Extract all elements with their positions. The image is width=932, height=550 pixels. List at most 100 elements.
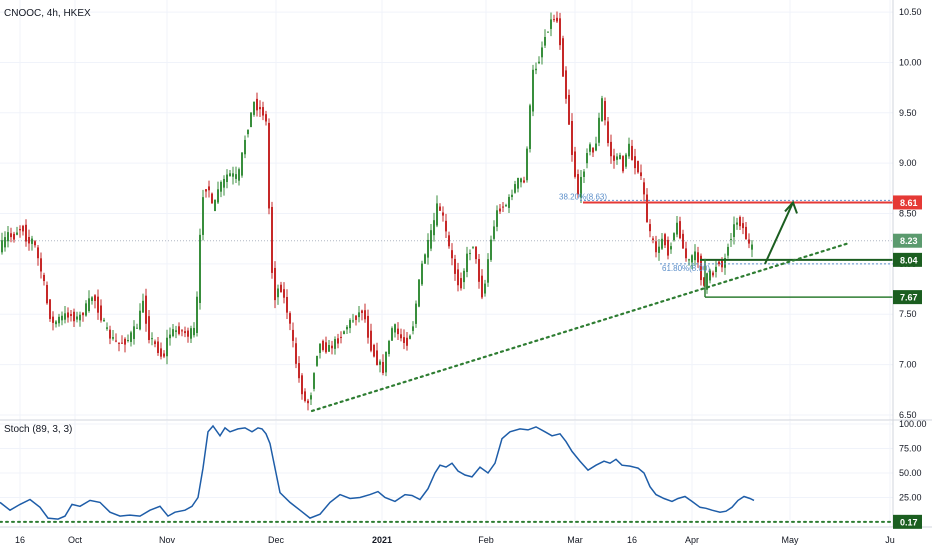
candle-body	[616, 156, 618, 160]
candle-body	[307, 400, 309, 404]
candle-body	[679, 221, 681, 239]
candle-body	[94, 295, 96, 301]
candle-body	[43, 274, 45, 282]
candle-body	[151, 338, 153, 340]
candle-body	[421, 263, 423, 285]
candle-body	[142, 300, 144, 313]
candle-body	[298, 363, 300, 379]
candle-body	[130, 332, 132, 342]
projection-arrow	[764, 202, 794, 265]
candle-body	[523, 180, 525, 183]
candle-body	[610, 141, 612, 157]
candle-body	[496, 210, 498, 227]
price-tick-label: 10.00	[899, 57, 922, 67]
price-level-badge	[893, 252, 922, 267]
candle-body	[232, 173, 234, 177]
candle-body	[409, 335, 411, 339]
candle-body	[76, 316, 78, 320]
candle-body	[202, 197, 204, 235]
price-tick-label: 7.50	[899, 309, 917, 319]
candle-body	[163, 353, 165, 357]
candle-body	[49, 299, 51, 319]
stoch-indicator-label[interactable]: Stoch (89, 3, 3)	[4, 424, 73, 435]
candle-body	[499, 208, 501, 212]
candle-body	[727, 246, 729, 256]
candle-body	[364, 310, 366, 320]
candle-body	[598, 117, 600, 143]
candle-body	[532, 69, 534, 112]
candle-body	[376, 350, 378, 366]
candle-body	[715, 266, 717, 272]
price-tick-label: 7.00	[899, 360, 917, 370]
candle-body	[433, 220, 435, 236]
candle-body	[613, 155, 615, 161]
candle-body	[58, 316, 60, 324]
candle-body	[262, 107, 264, 116]
candle-body	[214, 199, 216, 212]
candle-body	[127, 340, 129, 342]
price-level-label: 7.67	[900, 293, 918, 303]
price-tick-label: 9.50	[899, 108, 917, 118]
candle-body	[124, 338, 126, 345]
candle-body	[340, 336, 342, 338]
candle-body	[175, 330, 177, 332]
candle-body	[40, 258, 42, 272]
candle-body	[13, 233, 15, 240]
candle-body	[157, 341, 159, 354]
candle-body	[190, 328, 192, 339]
candle-body	[199, 234, 201, 303]
candle-body	[517, 178, 519, 189]
time-tick-label: Feb	[478, 535, 494, 545]
candle-body	[337, 338, 339, 344]
price-tick-label: 9.00	[899, 158, 917, 168]
candle-body	[238, 169, 240, 181]
candle-body	[313, 373, 315, 389]
candle-body	[664, 234, 666, 246]
candle-body	[169, 334, 171, 339]
candle-body	[658, 246, 660, 253]
stoch-tick-label: 75.00	[899, 444, 922, 454]
price-level-badge	[893, 290, 922, 305]
candle-body	[328, 345, 330, 352]
candle-body	[601, 98, 603, 122]
candle-body	[10, 233, 12, 238]
candle-body	[145, 295, 147, 324]
candle-body	[367, 315, 369, 338]
candle-body	[739, 216, 741, 227]
candle-body	[706, 273, 708, 290]
candle-body	[559, 18, 561, 46]
candle-body	[4, 237, 6, 248]
candle-body	[70, 314, 72, 316]
candle-body	[16, 232, 18, 235]
candle-body	[406, 337, 408, 346]
time-tick-label: Nov	[159, 535, 176, 545]
time-tick-label: Apr	[685, 535, 699, 545]
candle-body	[418, 279, 420, 307]
candle-body	[556, 17, 558, 22]
candle-body	[400, 334, 402, 339]
price-candles	[1, 11, 753, 411]
chart-grid	[0, 0, 893, 527]
fib-label-38: 38.20%(8.63)	[559, 192, 607, 201]
candle-body	[436, 203, 438, 226]
candle-body	[493, 226, 495, 239]
candle-body	[451, 250, 453, 259]
candle-body	[7, 232, 9, 242]
candle-body	[304, 391, 306, 401]
candle-body	[31, 238, 33, 244]
candle-body	[310, 395, 312, 400]
candle-body	[166, 337, 168, 357]
candle-body	[97, 296, 99, 313]
candle-body	[403, 337, 405, 343]
candle-body	[82, 312, 84, 316]
candle-body	[634, 156, 636, 169]
candle-body	[502, 206, 504, 208]
candle-body	[643, 182, 645, 195]
candle-body	[595, 143, 597, 151]
price-level-label: 8.04	[900, 255, 918, 265]
candle-body	[100, 305, 102, 321]
candle-body	[718, 261, 720, 265]
candle-body	[109, 329, 111, 339]
fib-label-61: 61.80%(8.00)	[662, 264, 710, 273]
